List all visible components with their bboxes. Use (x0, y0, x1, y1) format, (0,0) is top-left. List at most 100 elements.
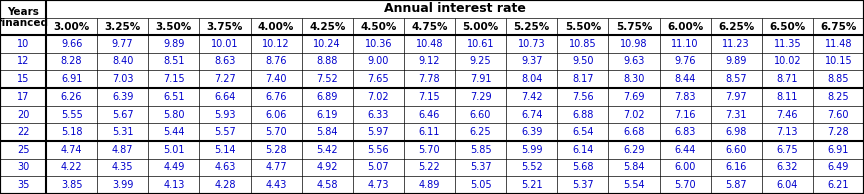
Text: 8.76: 8.76 (265, 56, 287, 67)
Text: 9.25: 9.25 (470, 56, 492, 67)
Text: 10.15: 10.15 (824, 56, 852, 67)
Text: 5.31: 5.31 (112, 127, 133, 137)
Text: Annual interest rate: Annual interest rate (384, 3, 526, 16)
Text: 5.68: 5.68 (572, 163, 594, 172)
Text: 5.93: 5.93 (214, 109, 236, 120)
Text: 8.30: 8.30 (623, 74, 645, 84)
Text: 6.49: 6.49 (828, 163, 849, 172)
Text: 6.50%: 6.50% (769, 22, 805, 31)
Text: 6.51: 6.51 (163, 92, 185, 102)
Text: 3.99: 3.99 (112, 180, 133, 190)
Text: 7.97: 7.97 (726, 92, 747, 102)
Text: 11.48: 11.48 (824, 39, 852, 49)
Text: 6.26: 6.26 (60, 92, 82, 102)
Text: 7.78: 7.78 (419, 74, 441, 84)
Text: 6.21: 6.21 (828, 180, 849, 190)
Text: 3.25%: 3.25% (105, 22, 141, 31)
Text: 5.54: 5.54 (623, 180, 645, 190)
Text: 8.51: 8.51 (163, 56, 185, 67)
Text: 5.97: 5.97 (367, 127, 389, 137)
Text: 7.16: 7.16 (674, 109, 696, 120)
Text: 6.44: 6.44 (675, 145, 696, 155)
Text: 5.57: 5.57 (214, 127, 236, 137)
Text: 7.02: 7.02 (367, 92, 389, 102)
Text: 8.44: 8.44 (675, 74, 696, 84)
Text: 7.65: 7.65 (367, 74, 389, 84)
Text: 7.40: 7.40 (265, 74, 287, 84)
Text: 5.00%: 5.00% (462, 22, 499, 31)
Text: 17: 17 (16, 92, 29, 102)
Text: 9.63: 9.63 (623, 56, 645, 67)
Text: 11.23: 11.23 (722, 39, 750, 49)
Text: 7.31: 7.31 (726, 109, 747, 120)
Text: 6.74: 6.74 (521, 109, 543, 120)
Text: 5.75%: 5.75% (616, 22, 652, 31)
Text: 5.70: 5.70 (674, 180, 696, 190)
Text: 8.85: 8.85 (828, 74, 849, 84)
Text: 5.99: 5.99 (521, 145, 543, 155)
Text: 7.03: 7.03 (112, 74, 133, 84)
Text: 4.25%: 4.25% (309, 22, 346, 31)
Text: 10.02: 10.02 (773, 56, 801, 67)
Text: 6.89: 6.89 (316, 92, 338, 102)
Text: 7.42: 7.42 (521, 92, 543, 102)
Text: 8.04: 8.04 (521, 74, 543, 84)
Text: 6.39: 6.39 (521, 127, 543, 137)
Text: 5.87: 5.87 (726, 180, 747, 190)
Text: 6.14: 6.14 (572, 145, 594, 155)
Text: 5.67: 5.67 (111, 109, 134, 120)
Text: 4.28: 4.28 (214, 180, 236, 190)
Text: 9.89: 9.89 (726, 56, 746, 67)
Text: 5.84: 5.84 (316, 127, 338, 137)
Text: 11.10: 11.10 (671, 39, 699, 49)
Text: 5.70: 5.70 (265, 127, 287, 137)
Text: 4.87: 4.87 (112, 145, 133, 155)
Text: 6.46: 6.46 (419, 109, 440, 120)
Text: 5.01: 5.01 (163, 145, 185, 155)
Text: 5.07: 5.07 (367, 163, 389, 172)
Text: 30: 30 (17, 163, 29, 172)
Text: 9.89: 9.89 (163, 39, 185, 49)
Text: 4.58: 4.58 (316, 180, 338, 190)
Text: 6.04: 6.04 (777, 180, 798, 190)
Text: 9.66: 9.66 (60, 39, 82, 49)
Text: 7.60: 7.60 (828, 109, 849, 120)
Text: 25: 25 (16, 145, 29, 155)
Text: 8.40: 8.40 (112, 56, 133, 67)
Text: 9.12: 9.12 (419, 56, 440, 67)
Text: Years
financed: Years financed (0, 7, 48, 28)
Text: 6.25%: 6.25% (718, 22, 754, 31)
Text: 4.50%: 4.50% (360, 22, 397, 31)
Text: 4.92: 4.92 (316, 163, 338, 172)
Text: 6.00: 6.00 (675, 163, 696, 172)
Text: 7.15: 7.15 (419, 92, 441, 102)
Text: 3.50%: 3.50% (156, 22, 192, 31)
Text: 7.91: 7.91 (470, 74, 492, 84)
Text: 20: 20 (16, 109, 29, 120)
Text: 10.48: 10.48 (416, 39, 443, 49)
Text: 5.25%: 5.25% (513, 22, 550, 31)
Text: 4.35: 4.35 (112, 163, 133, 172)
Text: 5.37: 5.37 (470, 163, 492, 172)
Text: 6.88: 6.88 (572, 109, 594, 120)
Text: 4.89: 4.89 (419, 180, 440, 190)
Text: 5.84: 5.84 (623, 163, 645, 172)
Text: 4.63: 4.63 (214, 163, 236, 172)
Text: 35: 35 (16, 180, 29, 190)
Text: 8.63: 8.63 (214, 56, 236, 67)
Text: 6.06: 6.06 (265, 109, 287, 120)
Text: 6.33: 6.33 (367, 109, 389, 120)
Text: 7.13: 7.13 (777, 127, 798, 137)
Text: 9.50: 9.50 (572, 56, 594, 67)
Text: 22: 22 (16, 127, 29, 137)
Text: 8.71: 8.71 (777, 74, 798, 84)
Text: 5.22: 5.22 (418, 163, 441, 172)
Text: 9.77: 9.77 (111, 39, 134, 49)
Text: 7.46: 7.46 (777, 109, 798, 120)
Text: 5.55: 5.55 (60, 109, 82, 120)
Text: 10.01: 10.01 (211, 39, 238, 49)
Text: 8.28: 8.28 (60, 56, 82, 67)
Text: 7.52: 7.52 (316, 74, 338, 84)
Text: 9.00: 9.00 (367, 56, 389, 67)
Text: 10.36: 10.36 (365, 39, 392, 49)
